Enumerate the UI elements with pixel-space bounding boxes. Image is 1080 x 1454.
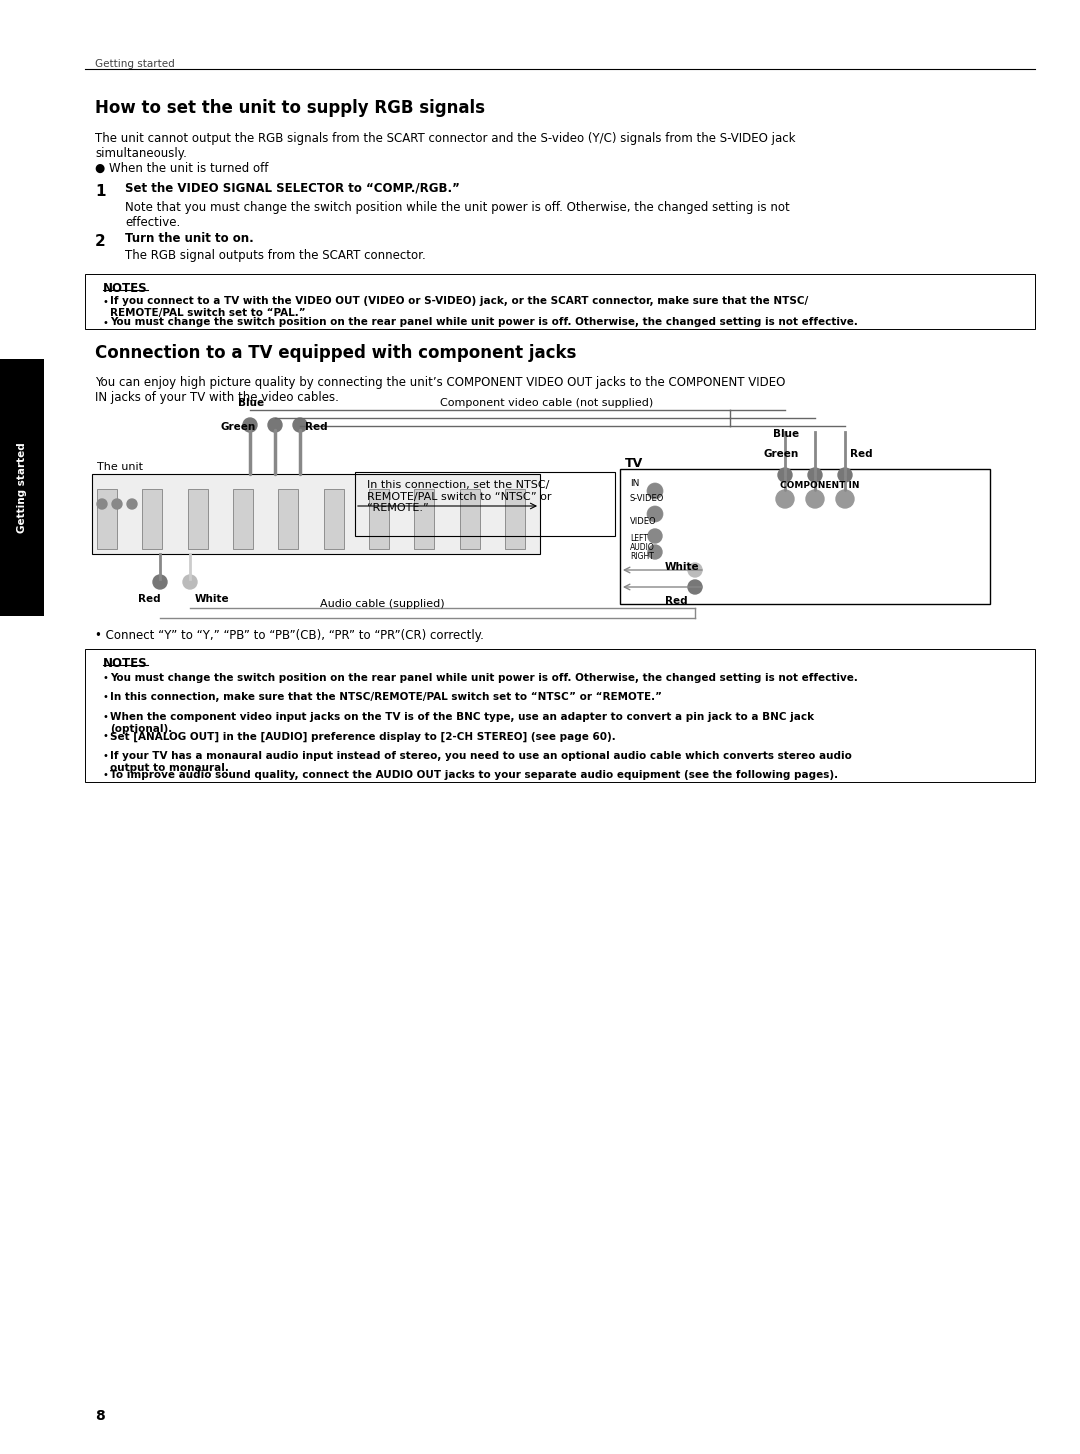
- Circle shape: [183, 574, 197, 589]
- Circle shape: [153, 574, 167, 589]
- Text: VIDEO: VIDEO: [630, 518, 657, 526]
- Circle shape: [836, 490, 854, 507]
- Bar: [324, 489, 343, 550]
- Text: If you connect to a TV with the VIDEO OUT (VIDEO or S-VIDEO) jack, or the SCART : If you connect to a TV with the VIDEO OU…: [110, 297, 808, 317]
- Text: •: •: [103, 752, 109, 760]
- Circle shape: [648, 545, 662, 558]
- Text: To improve audio sound quality, connect the AUDIO OUT jacks to your separate aud: To improve audio sound quality, connect …: [110, 771, 838, 781]
- Bar: [505, 489, 525, 550]
- Text: Note that you must change the switch position while the unit power is off. Other: Note that you must change the switch pos…: [125, 201, 789, 228]
- Text: Audio cable (supplied): Audio cable (supplied): [320, 599, 445, 609]
- Text: S-VIDEO: S-VIDEO: [630, 494, 664, 503]
- Text: Red: Red: [850, 449, 873, 459]
- Circle shape: [647, 506, 663, 522]
- Text: Blue: Blue: [238, 398, 265, 409]
- Circle shape: [268, 417, 282, 432]
- Circle shape: [243, 417, 257, 432]
- Circle shape: [647, 483, 663, 499]
- Text: Green: Green: [220, 422, 255, 432]
- Bar: [279, 489, 298, 550]
- Text: Getting started: Getting started: [95, 60, 175, 68]
- Text: RIGHT: RIGHT: [630, 553, 653, 561]
- Bar: [85, 273, 1035, 329]
- Text: The unit cannot output the RGB signals from the SCART connector and the S-video : The unit cannot output the RGB signals f…: [95, 132, 796, 160]
- Circle shape: [112, 499, 122, 509]
- Bar: [92, 474, 540, 554]
- Circle shape: [293, 417, 307, 432]
- Bar: [620, 470, 990, 603]
- Text: You can enjoy high picture quality by connecting the unit’s COMPONENT VIDEO OUT : You can enjoy high picture quality by co…: [95, 377, 785, 404]
- Text: When the component video input jacks on the TV is of the BNC type, use an adapte: When the component video input jacks on …: [110, 712, 814, 734]
- Text: Getting started: Getting started: [17, 442, 27, 532]
- Circle shape: [806, 490, 824, 507]
- Bar: [0, 359, 44, 616]
- Circle shape: [778, 468, 792, 481]
- Text: Blue: Blue: [773, 429, 799, 439]
- Circle shape: [838, 468, 852, 481]
- Text: TV: TV: [625, 457, 644, 470]
- Text: ● When the unit is turned off: ● When the unit is turned off: [95, 161, 268, 174]
- Text: Set the VIDEO SIGNAL SELECTOR to “COMP./RGB.”: Set the VIDEO SIGNAL SELECTOR to “COMP./…: [125, 182, 460, 195]
- Text: Set [ANALOG OUT] in the [AUDIO] preference display to [2-CH STEREO] (see page 60: Set [ANALOG OUT] in the [AUDIO] preferen…: [110, 731, 616, 742]
- Text: •: •: [103, 692, 109, 702]
- Text: •: •: [103, 731, 109, 742]
- Text: COMPONENT IN: COMPONENT IN: [780, 481, 860, 490]
- Text: •: •: [103, 712, 109, 723]
- Text: NOTES: NOTES: [103, 657, 148, 670]
- Text: The RGB signal outputs from the SCART connector.: The RGB signal outputs from the SCART co…: [125, 249, 426, 262]
- Text: Component video cable (not supplied): Component video cable (not supplied): [440, 398, 653, 409]
- Text: Connection to a TV equipped with component jacks: Connection to a TV equipped with compone…: [95, 345, 577, 362]
- Text: AUDIO: AUDIO: [630, 542, 654, 553]
- Text: Red: Red: [665, 596, 688, 606]
- Bar: [355, 473, 615, 537]
- Circle shape: [688, 580, 702, 595]
- Text: The unit: The unit: [97, 462, 143, 473]
- Bar: [143, 489, 162, 550]
- Circle shape: [97, 499, 107, 509]
- Text: LEFT: LEFT: [630, 534, 648, 542]
- Circle shape: [688, 563, 702, 577]
- Text: •: •: [103, 297, 109, 307]
- Text: •: •: [103, 771, 109, 781]
- Bar: [415, 489, 434, 550]
- Circle shape: [808, 468, 822, 481]
- Bar: [233, 489, 253, 550]
- Text: White: White: [665, 563, 700, 571]
- Bar: [97, 489, 117, 550]
- Text: IN: IN: [630, 478, 639, 489]
- Text: 1: 1: [95, 185, 106, 199]
- Text: Red: Red: [138, 595, 161, 603]
- Text: In this connection, set the NTSC/
REMOTE/PAL switch to “NTSC” or
“REMOTE.”: In this connection, set the NTSC/ REMOTE…: [367, 480, 552, 513]
- Text: •: •: [103, 318, 109, 329]
- Text: You must change the switch position on the rear panel while unit power is off. O: You must change the switch position on t…: [110, 673, 858, 683]
- Text: In this connection, make sure that the NTSC/REMOTE/PAL switch set to “NTSC” or “: In this connection, make sure that the N…: [110, 692, 662, 702]
- Text: How to set the unit to supply RGB signals: How to set the unit to supply RGB signal…: [95, 99, 485, 116]
- Circle shape: [648, 529, 662, 542]
- Text: NOTES: NOTES: [103, 282, 148, 295]
- Text: If your TV has a monaural audio input instead of stereo, you need to use an opti: If your TV has a monaural audio input in…: [110, 752, 852, 772]
- Circle shape: [777, 490, 794, 507]
- Text: Turn the unit to on.: Turn the unit to on.: [125, 233, 254, 246]
- Text: White: White: [195, 595, 230, 603]
- Text: 8: 8: [95, 1409, 105, 1423]
- Bar: [188, 489, 207, 550]
- Text: Red: Red: [305, 422, 327, 432]
- Bar: [369, 489, 389, 550]
- Text: •: •: [103, 673, 109, 683]
- Text: You must change the switch position on the rear panel while unit power is off. O: You must change the switch position on t…: [110, 317, 858, 327]
- Bar: [460, 489, 480, 550]
- Text: Green: Green: [762, 449, 798, 459]
- Bar: [85, 648, 1035, 782]
- Circle shape: [127, 499, 137, 509]
- Text: • Connect “Y” to “Y,” “PB” to “PB”(CB), “PR” to “PR”(CR) correctly.: • Connect “Y” to “Y,” “PB” to “PB”(CB), …: [95, 630, 484, 643]
- Text: 2: 2: [95, 234, 106, 249]
